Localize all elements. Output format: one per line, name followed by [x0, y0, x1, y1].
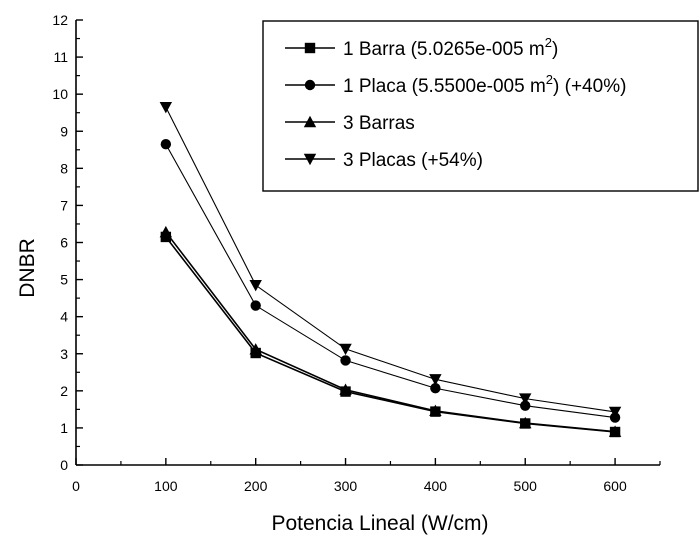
series-4: [159, 101, 622, 419]
y-tick-label: 10: [52, 86, 68, 102]
x-tick-label: 400: [424, 478, 448, 494]
data-point: [430, 383, 441, 394]
y-tick-label: 1: [60, 420, 68, 436]
y-tick-label: 6: [60, 235, 68, 251]
y-tick-label: 12: [52, 12, 68, 28]
series-line: [165, 231, 616, 433]
y-tick-label: 2: [60, 383, 68, 399]
data-point: [339, 343, 352, 356]
x-tick-label: 600: [603, 478, 627, 494]
data-point: [519, 416, 532, 429]
series-line: [165, 143, 616, 419]
data-point: [160, 139, 172, 150]
data-point: [249, 279, 262, 292]
data-point: [339, 383, 352, 395]
y-tick-label: 11: [53, 49, 68, 65]
y-tick-label: 5: [60, 272, 68, 288]
data-point: [159, 101, 173, 114]
data-point: [429, 374, 442, 386]
legend-marker: [304, 42, 316, 54]
data-point: [520, 400, 531, 411]
legend-label: 3 Placas (+54%): [343, 150, 483, 171]
legend-marker: [304, 79, 316, 91]
y-tick-label: 4: [60, 309, 68, 325]
y-axis-title: DNBR: [16, 238, 39, 298]
x-tick-label: 300: [334, 478, 358, 494]
data-point: [608, 406, 622, 419]
series-2: [160, 139, 621, 423]
x-tick-label: 0: [72, 478, 80, 494]
legend-box: [262, 20, 699, 192]
data-point: [519, 393, 532, 405]
legend-label: 1 Barra (5.0265e-005 m2): [343, 35, 558, 60]
legend: 1 Barra (5.0265e-005 m2) 1 Placa (5.5500e…: [262, 20, 699, 192]
x-tick-label: 100: [154, 478, 178, 494]
y-tick-label: 0: [60, 457, 68, 473]
data-point: [249, 343, 262, 355]
series-1: [160, 231, 621, 438]
series-layer: [159, 101, 622, 438]
legend-label: 3 Barras: [343, 113, 415, 134]
y-tick-label: 8: [60, 160, 68, 176]
legend-label: 1 Placa (5.5500e-005 m2) (+40%): [343, 72, 626, 97]
x-tick-label: 500: [514, 478, 538, 494]
data-point: [250, 300, 261, 311]
data-point: [608, 425, 622, 437]
x-tick-label: 200: [244, 478, 268, 494]
legend-marker: [303, 115, 317, 128]
legend-marker: [303, 153, 317, 166]
data-point: [340, 355, 351, 366]
data-point: [429, 404, 442, 417]
y-tick-label: 7: [60, 197, 68, 213]
x-axis-title: Potencia Lineal (W/cm): [271, 512, 488, 535]
y-tick-label: 3: [60, 346, 68, 362]
y-tick-label: 9: [60, 123, 68, 139]
data-point: [159, 225, 173, 238]
series-line: [165, 106, 616, 413]
series-3: [159, 225, 622, 437]
